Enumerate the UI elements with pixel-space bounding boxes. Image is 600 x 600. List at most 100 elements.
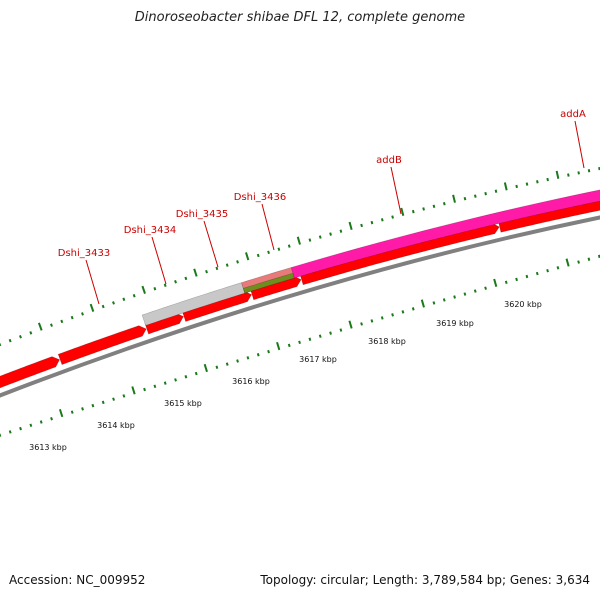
- tick-track-mark-53: [536, 180, 539, 184]
- tick-track-mark-30: [296, 236, 301, 245]
- tick-track-mark-43: [432, 204, 436, 209]
- tick-track-inner-mark-49: [493, 278, 498, 287]
- scale-label-5: 3618 kbp: [368, 337, 406, 346]
- tick-track-mark-9: [81, 312, 84, 316]
- tick-track-mark-15: [141, 285, 146, 294]
- tick-track-mark-48: [484, 191, 487, 196]
- tick-track-inner-mark-19: [184, 375, 188, 379]
- tick-track-inner-mark-6: [50, 416, 53, 421]
- tick-track-inner-mark-54: [546, 268, 549, 273]
- tick-track-mark-42: [422, 207, 425, 211]
- tick-track-inner-mark-25: [246, 356, 250, 360]
- tick-track-inner-mark-16: [153, 384, 157, 389]
- scale-label-3: 3616 kbp: [232, 377, 270, 386]
- tick-track-mark-14: [132, 293, 136, 298]
- gene-label-2: Dshi_3435: [176, 209, 228, 220]
- gene-label-3: Dshi_3436: [234, 192, 286, 203]
- tick-track-mark-50: [503, 182, 508, 191]
- tick-track-inner-mark-12: [112, 397, 115, 401]
- tick-track-mark-8: [70, 315, 74, 320]
- tick-track-mark-5: [37, 322, 43, 331]
- tick-track-inner: [0, 254, 600, 437]
- tick-track-mark-45: [452, 194, 456, 203]
- tick-track-mark-34: [339, 229, 343, 233]
- tick-track-inner-mark-39: [391, 313, 394, 317]
- tick-track-mark-57: [577, 171, 580, 175]
- tick-track-inner-mark-15: [143, 387, 146, 392]
- tick-track-inner-mark-22: [215, 365, 219, 369]
- backbone: [0, 215, 600, 398]
- tick-track-mark-52: [525, 182, 529, 186]
- scale-label-1: 3614 kbp: [97, 421, 135, 430]
- tick-track-mark-4: [29, 331, 33, 335]
- tick-track-inner-mark-32: [318, 334, 322, 338]
- tick-track-mark-58: [587, 169, 591, 173]
- tick-track-inner-mark-31: [308, 337, 312, 341]
- tick-track-inner-mark-40: [401, 310, 405, 314]
- tick-track-inner-mark-46: [463, 292, 467, 296]
- tick-track-inner-mark-14: [131, 386, 136, 395]
- leader-line-5: [574, 120, 585, 169]
- tick-track-mark-26: [256, 253, 260, 258]
- tick-track-inner-mark-36: [360, 322, 363, 326]
- tick-track-inner-mark-50: [504, 280, 508, 285]
- tick-track-inner-mark-52: [525, 274, 529, 279]
- leader-line-0: [85, 259, 100, 305]
- tick-track-inner-mark-13: [122, 394, 126, 398]
- tick-track-mark-38: [380, 218, 384, 222]
- tick-track-mark-6: [50, 323, 53, 327]
- tick-track-inner-mark-55: [556, 266, 560, 270]
- gene-label-0: Dshi_3433: [58, 248, 110, 259]
- scale-label-6: 3619 kbp: [436, 319, 474, 328]
- tick-track-inner-mark-26: [256, 352, 260, 357]
- tick-track-inner-mark-42: [420, 299, 425, 308]
- tick-track-inner-mark-47: [473, 289, 477, 293]
- tick-track-inner-mark-51: [515, 277, 518, 282]
- tick-track-inner-mark-23: [225, 362, 229, 366]
- tick-track-mark-16: [153, 286, 157, 291]
- tick-track-mark-28: [277, 247, 281, 251]
- tick-track-inner-mark-3: [19, 426, 22, 431]
- feature-track: [0, 189, 600, 389]
- scale-label-7: 3620 kbp: [504, 300, 542, 309]
- tick-track-mark-25: [245, 252, 250, 261]
- scale-label-2: 3615 kbp: [164, 399, 202, 408]
- tick-track-mark-55: [555, 170, 560, 179]
- tick-track-mark-10: [89, 303, 95, 312]
- tick-track-mark-32: [318, 235, 322, 239]
- genome-summary-text: Topology: circular; Length: 3,789,584 bp…: [260, 573, 590, 587]
- scale-label-0: 3613 kbp: [29, 443, 67, 452]
- tick-track-inner-mark-29: [287, 343, 291, 348]
- tick-track-mark-19: [184, 276, 188, 281]
- tick-track-inner-mark-56: [565, 258, 570, 267]
- gene-label-1: Dshi_3434: [124, 225, 176, 236]
- tick-track-inner-mark-41: [411, 307, 415, 311]
- tick-track-mark-17: [163, 283, 167, 287]
- tick-track-inner-mark-53: [535, 271, 539, 276]
- tick-track-mark-7: [60, 319, 64, 324]
- tick-track-mark-33: [329, 232, 332, 236]
- tick-track-inner-mark-28: [276, 341, 281, 351]
- tick-track-inner-mark-5: [39, 420, 43, 424]
- scale-label-4: 3617 kbp: [299, 355, 337, 364]
- tick-track-mark-29: [287, 244, 291, 248]
- tick-track-mark-49: [494, 189, 498, 193]
- tick-track-inner-mark-20: [194, 371, 198, 376]
- feature-9: [242, 272, 295, 294]
- tick-track-inner-mark-43: [432, 301, 436, 305]
- tick-track-inner-mark-35: [348, 320, 353, 329]
- tick-track-mark-39: [391, 215, 394, 219]
- tick-track-mark-37: [370, 220, 374, 225]
- tick-track-inner-mark-27: [267, 349, 270, 354]
- tick-track-inner-mark-33: [329, 331, 332, 335]
- tick-track-mark-35: [348, 221, 353, 231]
- feature-1: [57, 325, 147, 366]
- scale-labels: 3613 kbp 3614 kbp 3615 kbp 3616 kbp 3617 kbp…: [29, 300, 542, 452]
- tick-track-inner-mark-10: [91, 403, 95, 408]
- tick-track-mark-18: [174, 280, 177, 284]
- tick-track-mark-3: [19, 334, 22, 339]
- tick-track-mark-27: [267, 250, 270, 255]
- leader-line-3: [261, 203, 275, 251]
- tick-track-inner-mark-2: [8, 430, 12, 434]
